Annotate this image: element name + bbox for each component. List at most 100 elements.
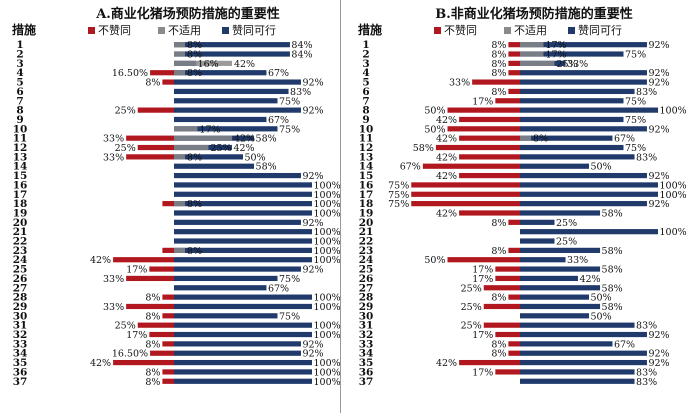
data-label-disagree: 42% <box>90 255 111 266</box>
data-label-disagree: 8% <box>491 40 506 51</box>
data-label-agree: 100% <box>314 358 341 369</box>
category-label: 31 <box>13 320 28 332</box>
category-label: 29 <box>13 301 28 313</box>
bar-agree <box>174 378 312 384</box>
data-label-agree: 67% <box>268 68 289 79</box>
data-label-agree: 67% <box>268 283 289 294</box>
category-label: 20 <box>359 217 374 229</box>
data-label-disagree: 25% <box>461 283 482 294</box>
data-label-agree: 75% <box>279 96 300 107</box>
data-label-disagree: 8% <box>145 293 160 304</box>
data-label-disagree: 8% <box>145 78 160 89</box>
category-label: 15 <box>359 170 374 182</box>
data-label-disagree: 8% <box>491 50 506 61</box>
bar-agree <box>520 247 601 253</box>
bar-disagree <box>483 303 520 310</box>
data-label-agree: 100% <box>314 208 341 219</box>
category-label: 12 <box>13 142 28 154</box>
bar-agree <box>520 88 635 95</box>
bar-disagree <box>162 341 174 347</box>
bar-agree <box>520 98 624 104</box>
data-label-disagree: 33% <box>103 152 124 163</box>
data-label-na: 8% <box>187 50 202 61</box>
bar-agree <box>520 294 589 300</box>
bar-disagree <box>508 294 520 300</box>
bar-agree <box>520 341 613 347</box>
category-label: 32 <box>13 329 28 341</box>
category-label: 13 <box>13 151 28 163</box>
bar-disagree <box>162 247 174 253</box>
bar-agree <box>520 201 647 207</box>
bar-disagree <box>162 369 174 375</box>
bar-disagree <box>508 219 520 225</box>
legend-label-agree: 赞同可行 <box>232 24 276 37</box>
bar-agree <box>520 378 635 384</box>
legend-swatch-na <box>504 27 511 34</box>
category-label: 17 <box>359 189 374 201</box>
data-label-disagree: 17% <box>472 96 493 107</box>
data-label-agree: 50% <box>591 162 612 173</box>
category-label: 22 <box>359 236 374 248</box>
bar-disagree <box>126 275 174 282</box>
bar-agree <box>174 107 301 113</box>
bar-disagree <box>162 79 174 85</box>
bar-agree <box>520 107 658 113</box>
data-label-agree: 92% <box>302 218 323 229</box>
bar-disagree <box>508 88 520 95</box>
bar-disagree <box>495 266 520 272</box>
data-label-agree: 58% <box>602 265 623 276</box>
category-label: 27 <box>359 282 374 294</box>
bar-agree <box>174 313 278 319</box>
data-label-agree: 100% <box>314 180 341 191</box>
data-label-agree: 100% <box>660 180 687 191</box>
bar-disagree <box>150 70 174 76</box>
bar-disagree <box>459 135 520 141</box>
data-label-disagree: 25% <box>115 321 136 332</box>
data-label-agree: 42% <box>579 274 600 285</box>
category-label: 19 <box>359 207 374 219</box>
data-label-disagree: 16.50% <box>112 349 148 360</box>
data-label-na: 8% <box>533 134 548 145</box>
category-label: 19 <box>13 207 28 219</box>
category-label: 15 <box>13 170 28 182</box>
data-label-agree: 92% <box>648 78 669 89</box>
data-label-disagree: 33% <box>449 78 470 89</box>
bar-agree <box>174 359 312 366</box>
bar-na <box>174 126 198 132</box>
bar-agree <box>174 247 312 253</box>
data-label-agree: 75% <box>625 50 646 61</box>
bar-agree <box>174 88 289 95</box>
bar-disagree <box>508 350 520 356</box>
data-label-agree: 100% <box>314 246 341 257</box>
data-label-agree: 75% <box>625 143 646 154</box>
category-label: 11 <box>13 133 28 145</box>
bar-disagree <box>162 313 174 319</box>
category-label: 34 <box>359 348 374 360</box>
category-label: 30 <box>359 310 374 322</box>
data-label-disagree: 42% <box>436 115 457 126</box>
data-label-agree: 16% <box>198 59 219 70</box>
bar-agree <box>520 322 635 328</box>
data-label-agree: 92% <box>648 199 669 210</box>
category-label: 31 <box>359 320 374 332</box>
bar-agree <box>520 275 578 282</box>
data-label-na: 17% <box>545 50 566 61</box>
data-label-agree: 100% <box>314 377 341 388</box>
bar-disagree <box>126 154 174 160</box>
data-label-agree: 25% <box>556 237 577 248</box>
category-label: 17 <box>13 189 28 201</box>
data-label-agree: 100% <box>314 321 341 332</box>
data-label-agree: 92% <box>648 68 669 79</box>
data-label-disagree: 75% <box>388 199 409 210</box>
bar-na <box>520 60 555 66</box>
category-label: 37 <box>13 376 28 388</box>
bar-agree <box>174 331 312 338</box>
bar-disagree <box>508 42 520 48</box>
category-label: 8 <box>362 105 369 117</box>
bar-disagree <box>495 275 520 282</box>
bar-agree <box>520 191 658 197</box>
category-label: 21 <box>13 226 28 238</box>
bar-disagree <box>459 359 520 366</box>
bar-agree <box>520 266 601 272</box>
